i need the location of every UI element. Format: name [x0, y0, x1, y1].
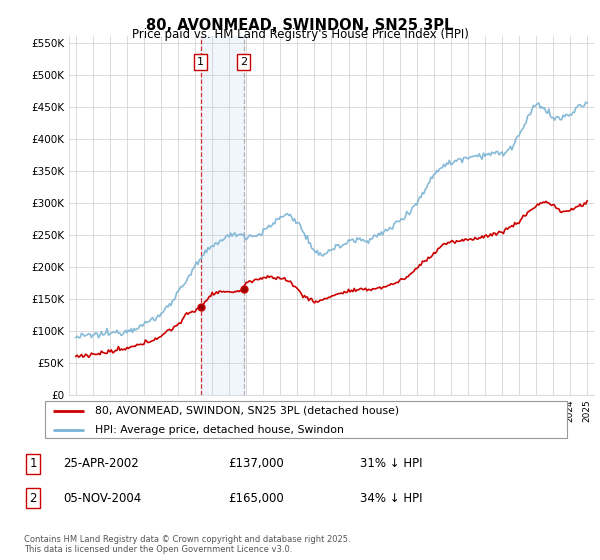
Text: 05-NOV-2004: 05-NOV-2004 [63, 492, 141, 505]
Text: 1: 1 [29, 457, 37, 470]
Text: £137,000: £137,000 [228, 457, 284, 470]
Text: 31% ↓ HPI: 31% ↓ HPI [360, 457, 422, 470]
Text: 80, AVONMEAD, SWINDON, SN25 3PL: 80, AVONMEAD, SWINDON, SN25 3PL [146, 18, 454, 33]
Text: HPI: Average price, detached house, Swindon: HPI: Average price, detached house, Swin… [95, 424, 344, 435]
Bar [200, 36, 244, 395]
Text: 80, AVONMEAD, SWINDON, SN25 3PL (detached house): 80, AVONMEAD, SWINDON, SN25 3PL (detache… [95, 405, 399, 416]
Text: 2: 2 [29, 492, 37, 505]
Text: Price paid vs. HM Land Registry's House Price Index (HPI): Price paid vs. HM Land Registry's House … [131, 28, 469, 41]
Text: 25-APR-2002: 25-APR-2002 [63, 457, 139, 470]
Text: Contains HM Land Registry data © Crown copyright and database right 2025.
This d: Contains HM Land Registry data © Crown c… [24, 535, 350, 554]
Text: 34% ↓ HPI: 34% ↓ HPI [360, 492, 422, 505]
Text: £165,000: £165,000 [228, 492, 284, 505]
Text: 2: 2 [240, 57, 247, 67]
Text: 1: 1 [197, 57, 204, 67]
FancyBboxPatch shape [44, 402, 568, 437]
